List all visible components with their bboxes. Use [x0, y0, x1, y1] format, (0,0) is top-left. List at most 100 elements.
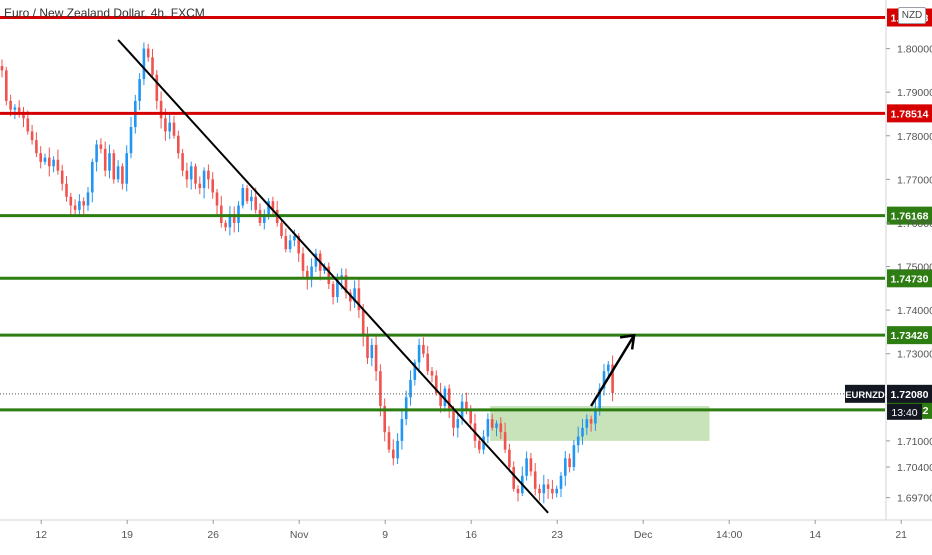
price-tick-label: 1.77000 — [897, 174, 932, 186]
candle-body — [297, 236, 300, 254]
candle-body — [512, 467, 515, 489]
candle-body — [73, 205, 77, 210]
candle-body — [439, 392, 442, 407]
candle-body — [310, 266, 313, 280]
time-tick-label: 26 — [207, 529, 219, 541]
candle-body — [5, 70, 8, 101]
time-tick-label: 16 — [465, 529, 477, 541]
level-price-tag — [887, 104, 932, 123]
candle-body — [91, 161, 94, 193]
time-tick-label: 14:00 — [716, 529, 742, 541]
candle-body — [495, 423, 498, 428]
candle-body — [426, 353, 429, 372]
candle-body — [607, 364, 610, 372]
candle-body — [589, 419, 593, 424]
candle-body — [86, 192, 90, 206]
candle-body — [112, 153, 116, 180]
candle-body — [82, 201, 85, 206]
price-tick-label: 1.75000 — [897, 262, 932, 274]
candle-body — [263, 214, 266, 223]
candle-body — [452, 410, 455, 428]
candle-body — [22, 111, 25, 119]
candle-body — [490, 419, 494, 428]
candle-body — [267, 201, 270, 215]
candle-body — [189, 166, 193, 180]
candle-body — [35, 140, 38, 154]
candle-body — [469, 410, 472, 424]
candle-body — [443, 388, 447, 407]
candle-body — [422, 345, 425, 354]
candle-body — [39, 153, 42, 162]
candle-body — [129, 127, 133, 154]
candle-body — [602, 371, 606, 389]
candle-body — [581, 427, 584, 437]
time-tick-label: 21 — [895, 529, 907, 541]
candle-body — [228, 214, 232, 228]
candle-body — [430, 371, 434, 376]
candle-body — [503, 432, 507, 450]
price-tick-label: 1.76000 — [897, 218, 932, 230]
candle-body — [245, 188, 249, 202]
projection-arrow-head — [619, 333, 636, 350]
currency-button[interactable]: NZD — [898, 7, 926, 24]
candle-body — [546, 484, 550, 489]
candle-body — [576, 436, 580, 446]
candle-body — [383, 406, 386, 433]
price-tick-label: 1.73000 — [897, 349, 932, 361]
candle-body — [232, 214, 236, 223]
candle-body — [202, 170, 206, 189]
candle-body — [409, 379, 412, 398]
candle-body — [155, 74, 159, 101]
candle-body — [250, 196, 253, 202]
candle-body — [478, 440, 481, 450]
candle-body — [116, 166, 120, 180]
candle-body — [271, 201, 275, 210]
candle-body — [572, 445, 576, 468]
time-tick-label: 23 — [551, 529, 563, 541]
candle-body — [211, 179, 214, 193]
candle-body — [323, 266, 326, 271]
candle-body — [435, 375, 438, 393]
level-price-tag — [887, 269, 932, 288]
level-price-tag — [887, 326, 932, 345]
time-tick-label: Nov — [290, 529, 309, 541]
candle-body — [78, 201, 81, 210]
candle-body — [13, 107, 17, 110]
candle-body — [361, 310, 365, 337]
candle-body — [336, 279, 339, 298]
candle-body — [344, 275, 348, 293]
countdown-label: 13:40 — [891, 407, 917, 419]
candle-body — [151, 57, 154, 75]
candle-body — [17, 107, 21, 112]
candle-body — [396, 440, 399, 459]
candle-body — [551, 488, 554, 494]
candle-body — [357, 288, 361, 311]
time-tick-label: 9 — [382, 529, 388, 541]
price-tick-label: 1.79000 — [897, 87, 932, 99]
candle-body — [288, 240, 292, 250]
candle-body — [585, 419, 589, 428]
price-tick-label: 1.80000 — [897, 44, 932, 56]
candle-body — [254, 196, 257, 210]
candle-body — [594, 410, 597, 424]
candle-body — [164, 118, 167, 132]
candle-body — [387, 432, 391, 450]
candle-body — [177, 135, 180, 154]
level-price-tag — [887, 206, 932, 225]
candle-body — [349, 292, 352, 302]
candle-body — [559, 475, 563, 489]
candle-body — [465, 401, 468, 411]
time-tick-label: Dec — [634, 529, 653, 541]
candle-body — [392, 449, 395, 459]
candle-body — [9, 100, 12, 110]
candle-body — [48, 157, 51, 167]
candle-body — [366, 336, 369, 359]
candle-body — [185, 170, 189, 180]
time-tick-label: 19 — [121, 529, 133, 541]
candle-body — [525, 458, 528, 476]
level-price-label: 1.73426 — [891, 330, 929, 342]
candle-body — [353, 288, 356, 302]
candle-body — [611, 364, 614, 393]
